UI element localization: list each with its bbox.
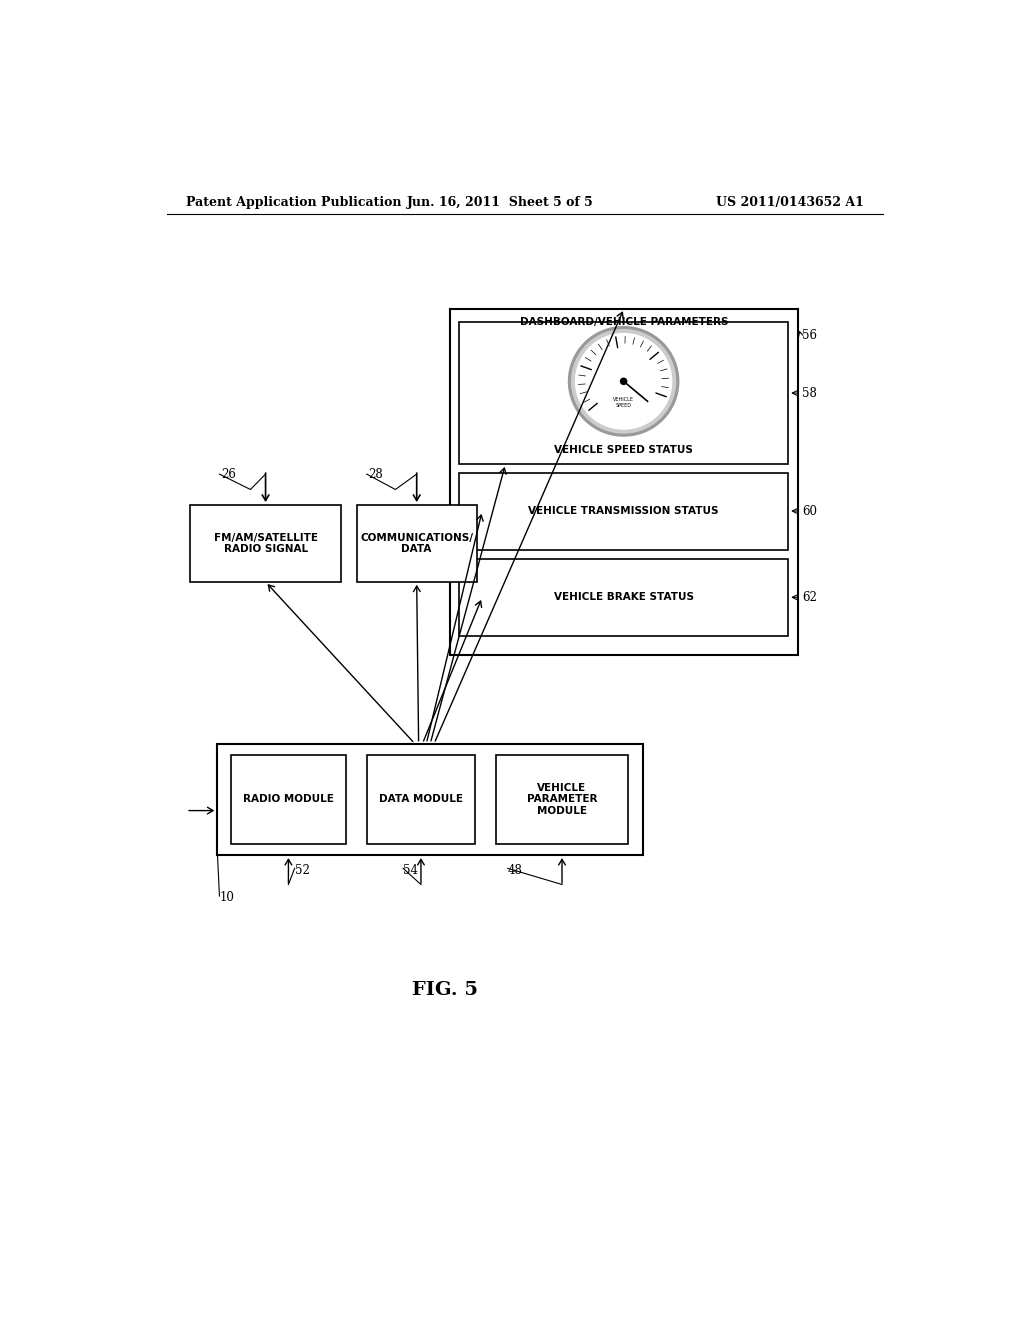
Bar xyxy=(356,506,477,582)
Circle shape xyxy=(575,334,672,429)
Text: COMMUNICATIONS/
DATA: COMMUNICATIONS/ DATA xyxy=(360,532,473,554)
Bar xyxy=(496,755,628,843)
Bar xyxy=(450,309,799,655)
Text: US 2011/0143652 A1: US 2011/0143652 A1 xyxy=(717,195,864,209)
Text: 54: 54 xyxy=(403,865,418,878)
Bar xyxy=(459,473,788,549)
Text: 48: 48 xyxy=(508,865,522,878)
Bar xyxy=(367,755,475,843)
Text: 10: 10 xyxy=(219,891,234,904)
Text: RADIO MODULE: RADIO MODULE xyxy=(243,795,334,804)
Circle shape xyxy=(571,329,676,434)
Text: 28: 28 xyxy=(369,467,383,480)
Text: DATA MODULE: DATA MODULE xyxy=(379,795,463,804)
Text: 26: 26 xyxy=(221,467,236,480)
Circle shape xyxy=(621,379,627,384)
Text: 62: 62 xyxy=(802,591,817,603)
Text: 60: 60 xyxy=(802,504,817,517)
Text: 58: 58 xyxy=(802,387,817,400)
Text: VEHICLE
SPEED: VEHICLE SPEED xyxy=(613,397,634,408)
Bar xyxy=(190,506,341,582)
Text: VEHICLE BRAKE STATUS: VEHICLE BRAKE STATUS xyxy=(554,593,693,602)
Bar xyxy=(231,755,346,843)
Circle shape xyxy=(568,326,679,437)
Text: FIG. 5: FIG. 5 xyxy=(413,981,478,999)
Text: FM/AM/SATELLITE
RADIO SIGNAL: FM/AM/SATELLITE RADIO SIGNAL xyxy=(214,532,317,554)
Text: VEHICLE
PARAMETER
MODULE: VEHICLE PARAMETER MODULE xyxy=(526,783,597,816)
Text: VEHICLE TRANSMISSION STATUS: VEHICLE TRANSMISSION STATUS xyxy=(528,506,719,516)
Text: Jun. 16, 2011  Sheet 5 of 5: Jun. 16, 2011 Sheet 5 of 5 xyxy=(407,195,593,209)
Text: Patent Application Publication: Patent Application Publication xyxy=(186,195,401,209)
Text: 52: 52 xyxy=(295,865,309,878)
Text: 56: 56 xyxy=(802,329,817,342)
Bar xyxy=(459,558,788,636)
Text: DASHBOARD/VEHICLE PARAMETERS: DASHBOARD/VEHICLE PARAMETERS xyxy=(520,317,728,327)
Bar xyxy=(459,322,788,465)
Bar xyxy=(217,743,643,855)
Text: VEHICLE SPEED STATUS: VEHICLE SPEED STATUS xyxy=(554,445,693,455)
